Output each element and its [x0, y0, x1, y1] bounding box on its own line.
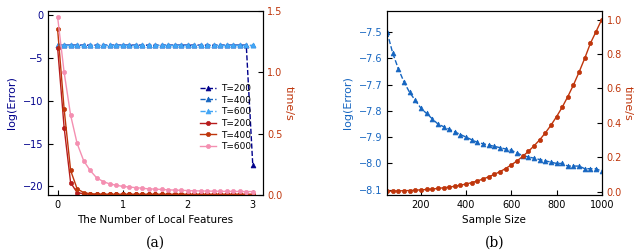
Y-axis label: time/s: time/s	[623, 86, 633, 120]
Y-axis label: log(Error): log(Error)	[7, 76, 17, 130]
Legend: T=200, T=400, T=600, T=200, T=400, T=600: T=200, T=400, T=600, T=200, T=400, T=600	[197, 81, 253, 154]
Y-axis label: log(Error): log(Error)	[343, 76, 353, 130]
Text: (a): (a)	[146, 236, 164, 250]
Y-axis label: time/s: time/s	[284, 86, 294, 120]
Text: (b): (b)	[484, 236, 504, 250]
X-axis label: Sample Size: Sample Size	[463, 216, 526, 226]
X-axis label: The Number of Local Features: The Number of Local Features	[77, 216, 233, 226]
